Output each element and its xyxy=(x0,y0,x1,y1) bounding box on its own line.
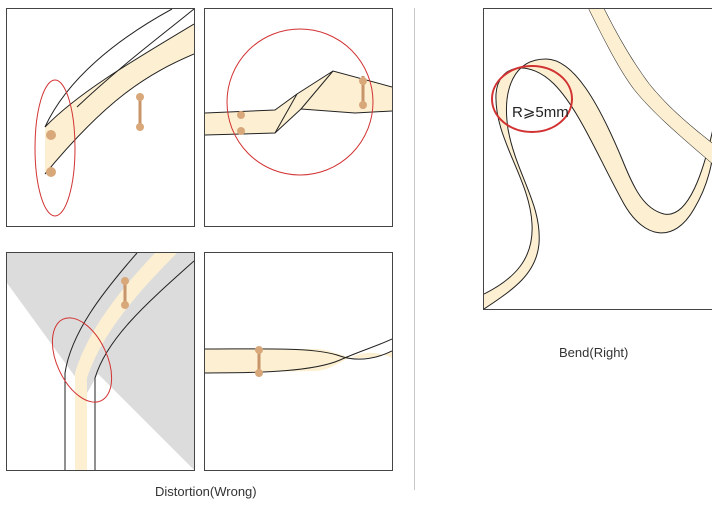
twisted-strip-illustration-1 xyxy=(34,9,194,217)
distortion-panel-3 xyxy=(6,252,195,471)
distortion-panel-4 xyxy=(204,252,393,471)
twisted-strip-illustration-4 xyxy=(205,338,392,377)
caption-distortion-wrong: Distortion(Wrong) xyxy=(155,484,257,499)
twisted-strip-illustration-2 xyxy=(205,28,392,176)
bend-radius-label: R⩾5mm xyxy=(512,104,569,121)
distortion-panel-1 xyxy=(6,8,195,227)
distortion-panel-2 xyxy=(204,8,393,227)
caption-bend-right: Bend(Right) xyxy=(559,345,629,360)
twisted-strip-illustration-3 xyxy=(7,253,194,470)
bend-correct-panel xyxy=(483,8,712,310)
bent-strip-illustration xyxy=(484,9,712,309)
section-divider xyxy=(414,8,415,490)
